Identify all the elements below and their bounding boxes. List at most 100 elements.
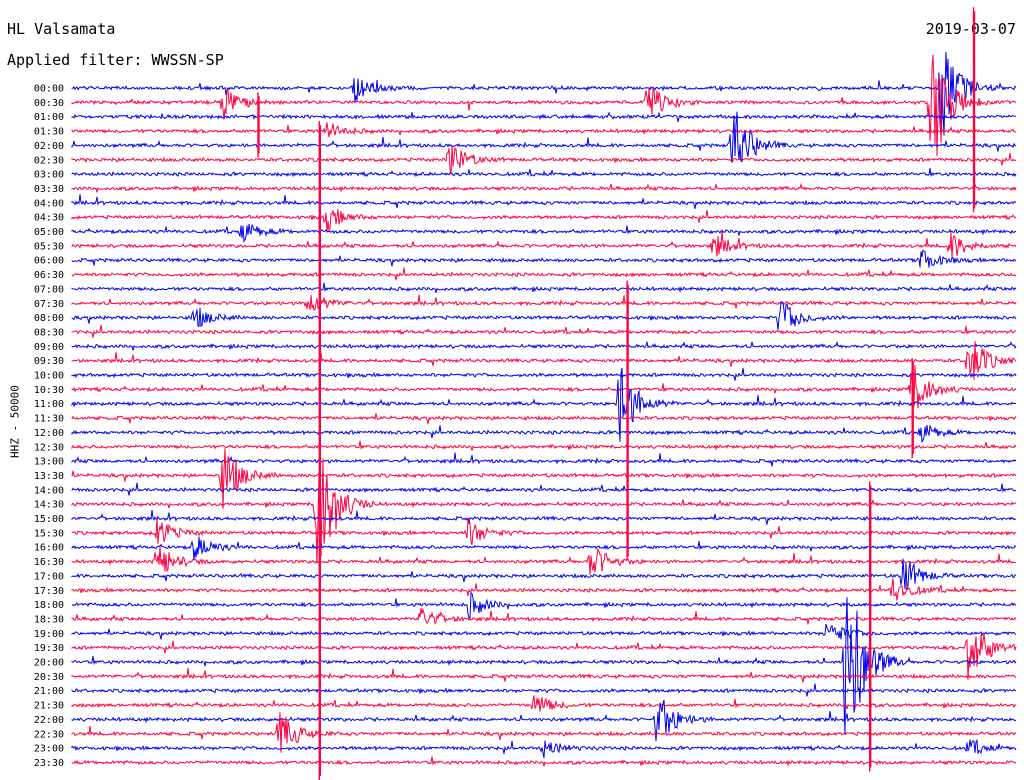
seismic-trace-0700 <box>71 282 1017 294</box>
row-time-label: 01:30 <box>34 127 64 138</box>
seismic-trace-0400 <box>71 194 1017 210</box>
seismic-trace-1300 <box>71 452 1017 467</box>
row-time-label: 17:00 <box>34 571 64 582</box>
row-time-label: 01:00 <box>34 112 64 123</box>
seismic-trace-1330 <box>71 448 1017 510</box>
row-time-label: 19:30 <box>34 643 64 654</box>
row-time-label: 12:00 <box>34 428 64 439</box>
seismic-trace-1200 <box>71 424 1017 444</box>
row-time-label: 13:30 <box>34 471 64 482</box>
seismic-trace-2100 <box>71 683 1017 697</box>
seismic-spike <box>869 481 872 772</box>
seismic-spike <box>911 358 914 459</box>
seismic-trace-0930 <box>71 340 1017 380</box>
row-time-label: 09:00 <box>34 342 64 353</box>
filter-label: Applied filter: WWSSN-SP <box>7 51 224 69</box>
row-time-label: 21:00 <box>34 686 64 697</box>
row-time-label: 10:30 <box>34 385 64 396</box>
seismic-trace-0500 <box>71 223 1017 243</box>
row-time-label: 04:30 <box>34 213 64 224</box>
row-time-label: 02:00 <box>34 141 64 152</box>
seismic-trace-2230 <box>71 712 1017 753</box>
row-time-label: 08:30 <box>34 327 64 338</box>
row-labels-group: 00:00 00:30 01:00 01:30 02:00 02:30 03:00 03:30… <box>34 84 64 769</box>
row-time-label: 14:30 <box>34 500 64 511</box>
row-time-label: 09:30 <box>34 356 64 367</box>
seismic-trace-1630 <box>71 545 1017 576</box>
row-time-label: 15:30 <box>34 528 64 539</box>
seismic-trace-1900 <box>71 623 1017 640</box>
row-time-label: 20:30 <box>34 672 64 683</box>
row-time-label: 20:00 <box>34 658 64 669</box>
seismic-trace-1730 <box>71 578 1017 601</box>
row-time-label: 02:30 <box>34 155 64 166</box>
seismic-trace-1030 <box>71 365 1017 409</box>
seismic-trace-0100 <box>71 111 1017 123</box>
row-time-label: 03:00 <box>34 170 64 181</box>
seismic-trace-1000 <box>71 367 1017 381</box>
seismic-trace-1530 <box>71 517 1017 545</box>
seismic-trace-1830 <box>71 607 1017 625</box>
seismic-trace-1600 <box>71 536 1017 560</box>
row-time-label: 06:30 <box>34 270 64 281</box>
row-time-label: 14:00 <box>34 485 64 496</box>
seismic-trace-0330 <box>71 182 1017 193</box>
seismic-trace-1100 <box>71 367 1017 442</box>
seismic-trace-2300 <box>71 738 1017 759</box>
seismic-trace-0800 <box>71 301 1017 331</box>
row-time-label: 16:00 <box>34 543 64 554</box>
seismic-trace-1700 <box>71 558 1017 591</box>
seismic-spike <box>257 92 260 158</box>
row-time-label: 10:00 <box>34 371 64 382</box>
seismic-trace-1800 <box>71 591 1017 619</box>
seismic-trace-0200 <box>71 111 1017 163</box>
row-time-label: 22:00 <box>34 715 64 726</box>
row-time-label: 22:30 <box>34 729 64 740</box>
seismic-trace-2130 <box>71 695 1017 712</box>
seismic-trace-0630 <box>71 267 1017 281</box>
row-time-label: 21:30 <box>34 701 64 712</box>
row-time-label: 13:00 <box>34 457 64 468</box>
row-time-label: 23:00 <box>34 744 64 755</box>
station-title: HL Valsamata <box>7 20 116 38</box>
seismic-trace-0230 <box>71 145 1017 175</box>
seismic-trace-1430 <box>71 458 1017 564</box>
seismic-spike <box>626 280 629 561</box>
seismic-trace-0600 <box>71 249 1017 268</box>
seismic-trace-0300 <box>71 167 1017 178</box>
row-time-label: 19:00 <box>34 629 64 640</box>
seismic-spike <box>972 7 976 213</box>
seismic-trace-2000 <box>71 597 1017 735</box>
row-time-label: 05:00 <box>34 227 64 238</box>
row-time-label: 00:00 <box>34 84 64 95</box>
row-time-label: 07:30 <box>34 299 64 310</box>
row-time-label: 17:30 <box>34 586 64 597</box>
row-time-label: 16:30 <box>34 557 64 568</box>
seismic-trace-0430 <box>71 209 1017 233</box>
seismic-trace-0030 <box>71 54 1017 157</box>
seismic-trace-2200 <box>71 699 1017 742</box>
row-time-label: 12:30 <box>34 442 64 453</box>
seismic-trace-1130 <box>71 413 1017 425</box>
seismic-trace-0900 <box>71 340 1017 351</box>
row-time-label: 18:30 <box>34 614 64 625</box>
row-time-label: 11:00 <box>34 399 64 410</box>
row-time-label: 06:00 <box>34 256 64 267</box>
row-time-label: 07:00 <box>34 284 64 295</box>
row-time-label: 00:30 <box>34 98 64 109</box>
seismic-trace-2330 <box>71 756 1017 767</box>
seismic-trace-1400 <box>71 482 1017 496</box>
seismic-trace-2030 <box>71 667 1017 683</box>
row-time-label: 04:00 <box>34 198 64 209</box>
seismic-trace-1930 <box>71 633 1017 680</box>
row-time-label: 15:00 <box>34 514 64 525</box>
seismic-trace-0830 <box>71 324 1017 338</box>
seismic-trace-1500 <box>71 509 1017 525</box>
seismic-trace-0000 <box>71 51 1017 137</box>
traces-group <box>71 7 1017 780</box>
row-time-label: 11:30 <box>34 414 64 425</box>
date-label: 2019-03-07 <box>925 20 1016 38</box>
seismic-trace-0530 <box>71 230 1017 258</box>
seismic-spike <box>318 121 321 780</box>
